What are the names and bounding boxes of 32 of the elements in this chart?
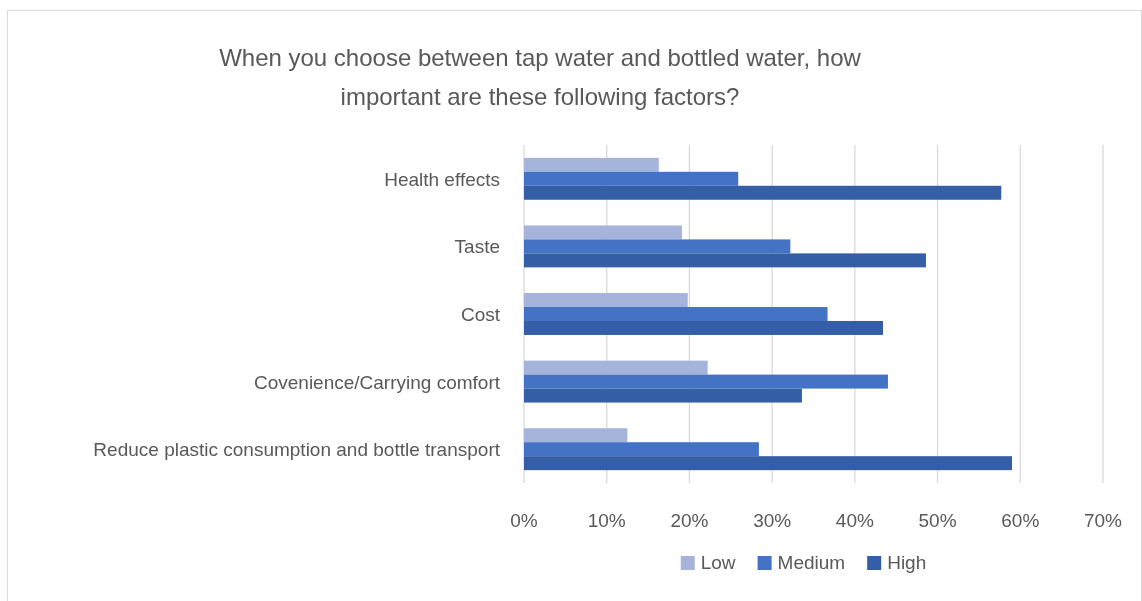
legend-label: Medium — [777, 552, 846, 573]
bar — [524, 320, 883, 335]
x-tick-label: 40% — [835, 510, 874, 531]
y-tick-label: Reduce plastic consumption and bottle transport — [93, 439, 501, 461]
x-tick-label: 60% — [1001, 510, 1040, 531]
legend-label: Low — [700, 552, 736, 573]
chart-title: When you choose between tap water and bottled water, how important are these following factors? — [219, 44, 862, 110]
bar — [524, 157, 659, 172]
bar — [524, 185, 1002, 200]
bar — [524, 225, 682, 240]
x-tick-label: 30% — [753, 510, 792, 531]
bar — [524, 456, 1013, 471]
y-tick-label: Health effects — [384, 168, 500, 190]
bar — [524, 360, 708, 375]
bar — [524, 253, 926, 268]
bar — [524, 442, 759, 457]
y-tick-label: Cost — [460, 304, 501, 325]
x-tick-label: 70% — [1083, 510, 1123, 531]
bar — [524, 374, 888, 389]
y-tick-label: Covenience/Carrying comfort — [253, 371, 501, 393]
legend-label: High — [887, 552, 927, 573]
bar — [524, 171, 739, 186]
x-tick-label: 20% — [670, 510, 709, 531]
bar — [524, 388, 802, 403]
bar — [524, 239, 791, 254]
x-tick-label: 0% — [510, 510, 538, 531]
bar — [524, 428, 628, 443]
bar — [524, 293, 688, 308]
x-tick-label: 50% — [918, 510, 957, 531]
y-tick-label: Taste — [454, 236, 500, 258]
x-tick-label: 10% — [587, 510, 626, 531]
bar — [524, 307, 828, 321]
